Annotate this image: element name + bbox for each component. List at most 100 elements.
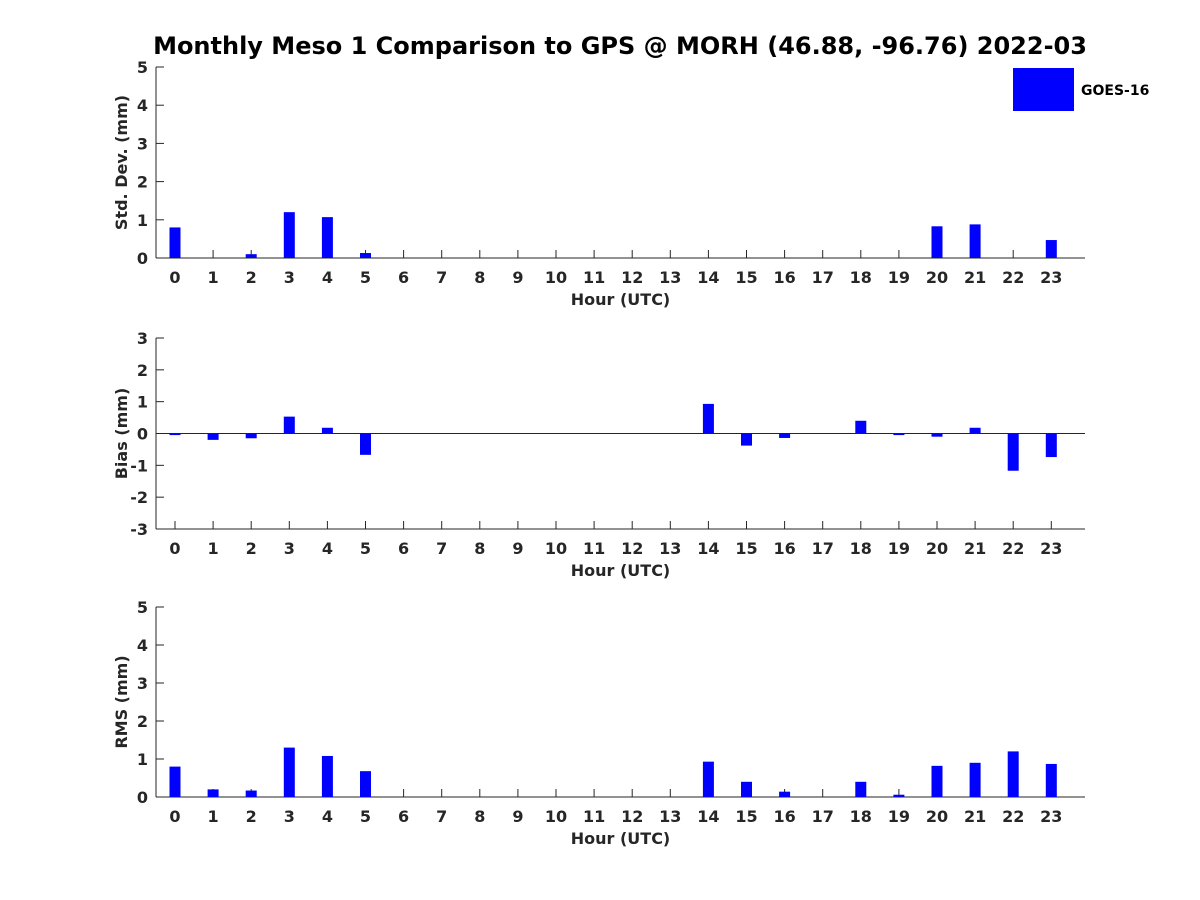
rms-xtick-label: 4 [322,807,333,826]
rms-xtick-label: 7 [436,807,447,826]
rms-bar [1007,751,1019,797]
rms-bar [169,766,181,797]
bias-xtick-label: 21 [964,539,986,558]
bias-ytick-label: 3 [137,329,148,348]
std-dev-xtick-label: 23 [1040,268,1062,287]
rms-ytick-label: 2 [137,712,148,731]
std-dev-xtick-label: 14 [697,268,719,287]
bias-bar [779,433,791,438]
std-dev-bar [283,212,295,258]
rms-bar [893,794,905,797]
bias-bar [1007,433,1019,471]
rms-bar [245,790,257,797]
rms-xtick-label: 1 [208,807,219,826]
rms-ytick-label: 4 [137,636,148,655]
std-dev-xtick-label: 19 [888,268,910,287]
rms-xtick-label: 18 [850,807,872,826]
std-dev-xtick-label: 6 [398,268,409,287]
rms-xtick-label: 2 [246,807,257,826]
rms-xtick-label: 14 [697,807,719,826]
std-dev-xtick-label: 7 [436,268,447,287]
std-dev-bar [1045,240,1057,258]
std-dev-xtick-label: 13 [659,268,681,287]
rms-xtick-label: 13 [659,807,681,826]
std-dev-xtick-label: 12 [621,268,643,287]
bias-ytick-label: -3 [130,520,148,539]
bias-bar [931,433,943,437]
bias-bar [169,433,181,436]
bias-xtick-label: 0 [169,539,180,558]
std-dev-xlabel: Hour (UTC) [571,290,671,309]
bias-ylabel: Bias (mm) [112,388,131,480]
std-dev-xtick-label: 20 [926,268,948,287]
rms-bar [207,789,219,797]
rms-xtick-label: 22 [1002,807,1024,826]
std-dev-xtick-label: 1 [208,268,219,287]
bias-xtick-label: 22 [1002,539,1024,558]
std-dev-xtick-label: 4 [322,268,333,287]
bias-xtick-label: 5 [360,539,371,558]
std-dev-xtick-label: 0 [169,268,180,287]
bias-xtick-label: 17 [812,539,834,558]
rms-bar [741,781,752,797]
bias-xtick-label: 12 [621,539,643,558]
bias-xtick-label: 3 [284,539,295,558]
std-dev-xtick-label: 17 [812,268,834,287]
std-dev-bar [245,254,257,258]
bias-xtick-label: 15 [735,539,757,558]
rms-bar [931,765,943,797]
std-dev-xtick-label: 8 [474,268,485,287]
std-dev-ytick-label: 0 [137,249,148,268]
std-dev-ytick-label: 5 [137,58,148,77]
std-dev-ytick-label: 2 [137,173,148,192]
bias-xlabel: Hour (UTC) [571,561,671,580]
bias-bar [321,427,333,434]
rms-bar [283,747,295,797]
bias-xtick-label: 1 [208,539,219,558]
rms-bar [702,761,714,797]
rms-bar [779,791,791,797]
rms-bar [1045,763,1057,797]
bias-xtick-label: 19 [888,539,910,558]
rms-xtick-label: 6 [398,807,409,826]
rms-ytick-label: 3 [137,674,148,693]
std-dev-xtick-label: 21 [964,268,986,287]
bias-xtick-label: 10 [545,539,567,558]
rms-xtick-label: 11 [583,807,605,826]
bias-ytick-label: -2 [130,488,148,507]
bias-bar [702,403,714,434]
rms-xtick-label: 9 [512,807,523,826]
rms-ytick-label: 1 [137,750,148,769]
std-dev-bar [321,217,333,258]
rms-xtick-label: 12 [621,807,643,826]
bias-bar [360,433,371,455]
rms-xtick-label: 19 [888,807,910,826]
std-dev-ytick-label: 3 [137,134,148,153]
rms-xtick-label: 0 [169,807,180,826]
legend: GOES-16 [1013,68,1149,111]
std-dev-bar [931,226,943,258]
bias-bar [283,416,295,434]
std-dev-bar [360,253,371,258]
std-dev-xtick-label: 22 [1002,268,1024,287]
bias-xtick-label: 13 [659,539,681,558]
figure-title: Monthly Meso 1 Comparison to GPS @ MORH … [153,32,1087,60]
std-dev-ylabel: Std. Dev. (mm) [112,95,131,230]
bias-xtick-label: 6 [398,539,409,558]
std-dev-xtick-label: 3 [284,268,295,287]
std-dev-xtick-label: 18 [850,268,872,287]
rms-ylabel: RMS (mm) [112,655,131,748]
std-dev-xtick-label: 16 [773,268,795,287]
bias-ytick-label: 1 [137,393,148,412]
bias-xtick-label: 11 [583,539,605,558]
rms-xtick-label: 17 [812,807,834,826]
std-dev-bar [169,227,181,258]
rms-xlabel: Hour (UTC) [571,829,671,848]
std-dev-xtick-label: 5 [360,268,371,287]
bias-xtick-label: 23 [1040,539,1062,558]
std-dev-xtick-label: 15 [735,268,757,287]
